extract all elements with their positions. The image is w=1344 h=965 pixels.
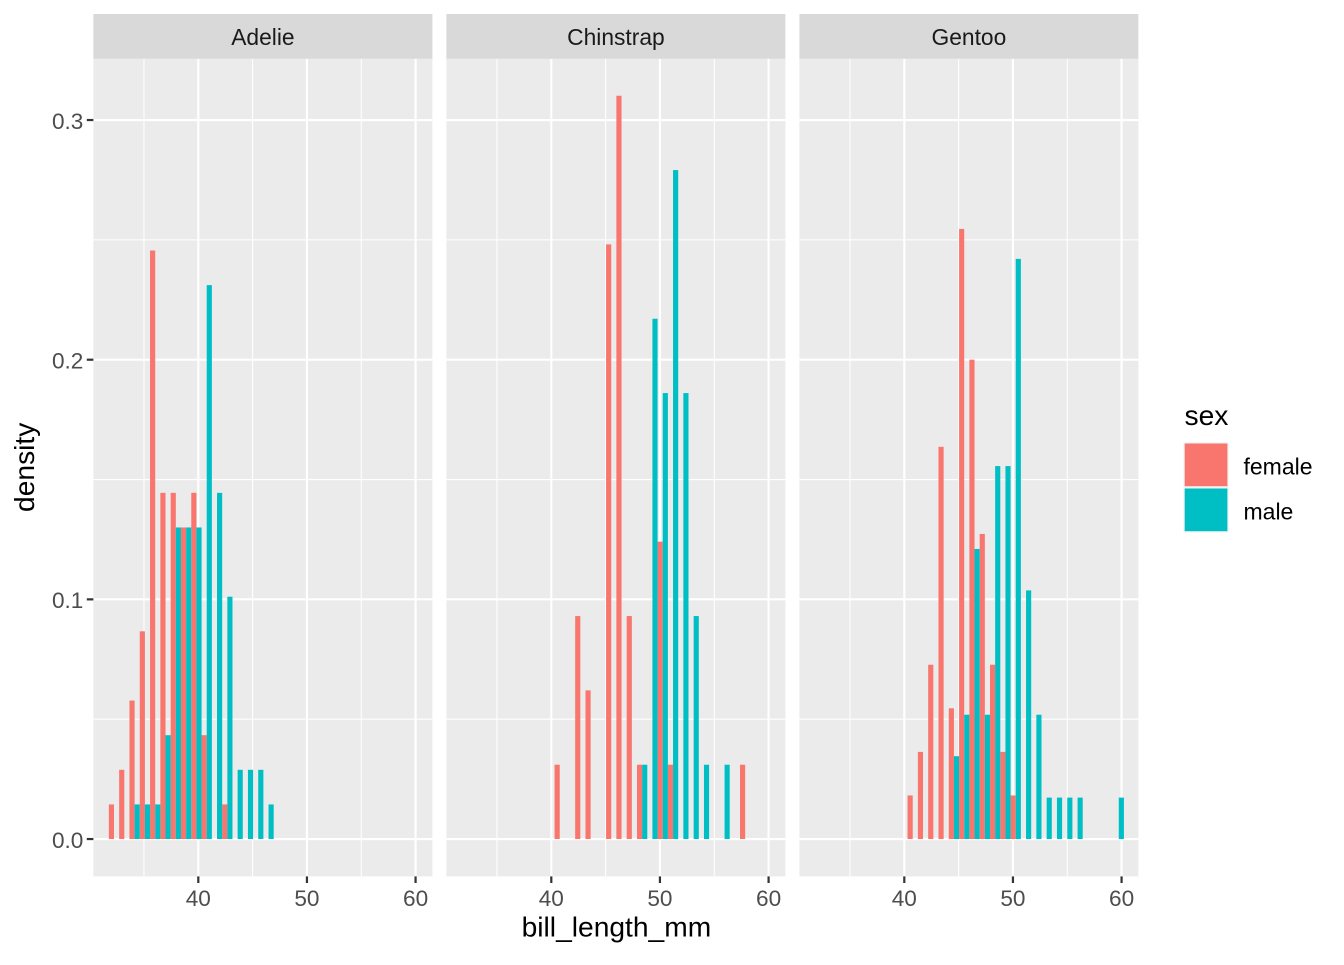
svg-text:density: density xyxy=(8,422,40,512)
svg-text:60: 60 xyxy=(403,886,428,911)
svg-text:60: 60 xyxy=(756,886,781,911)
svg-text:50: 50 xyxy=(647,886,672,911)
svg-text:50: 50 xyxy=(294,886,319,911)
svg-text:40: 40 xyxy=(892,886,917,911)
svg-text:0.1: 0.1 xyxy=(52,588,83,613)
svg-text:Chinstrap: Chinstrap xyxy=(567,24,665,50)
svg-text:40: 40 xyxy=(539,886,564,911)
svg-text:0.3: 0.3 xyxy=(52,109,83,134)
svg-text:40: 40 xyxy=(186,886,211,911)
svg-text:Adelie: Adelie xyxy=(231,24,294,50)
svg-text:0.2: 0.2 xyxy=(52,349,83,374)
svg-text:female: female xyxy=(1244,453,1313,479)
svg-text:sex: sex xyxy=(1185,399,1229,431)
svg-text:0.0: 0.0 xyxy=(52,828,83,853)
svg-text:bill_length_mm: bill_length_mm xyxy=(522,910,712,942)
svg-text:male: male xyxy=(1244,498,1294,524)
svg-text:Gentoo: Gentoo xyxy=(932,24,1007,50)
svg-text:50: 50 xyxy=(1000,886,1025,911)
svg-text:60: 60 xyxy=(1109,886,1134,911)
